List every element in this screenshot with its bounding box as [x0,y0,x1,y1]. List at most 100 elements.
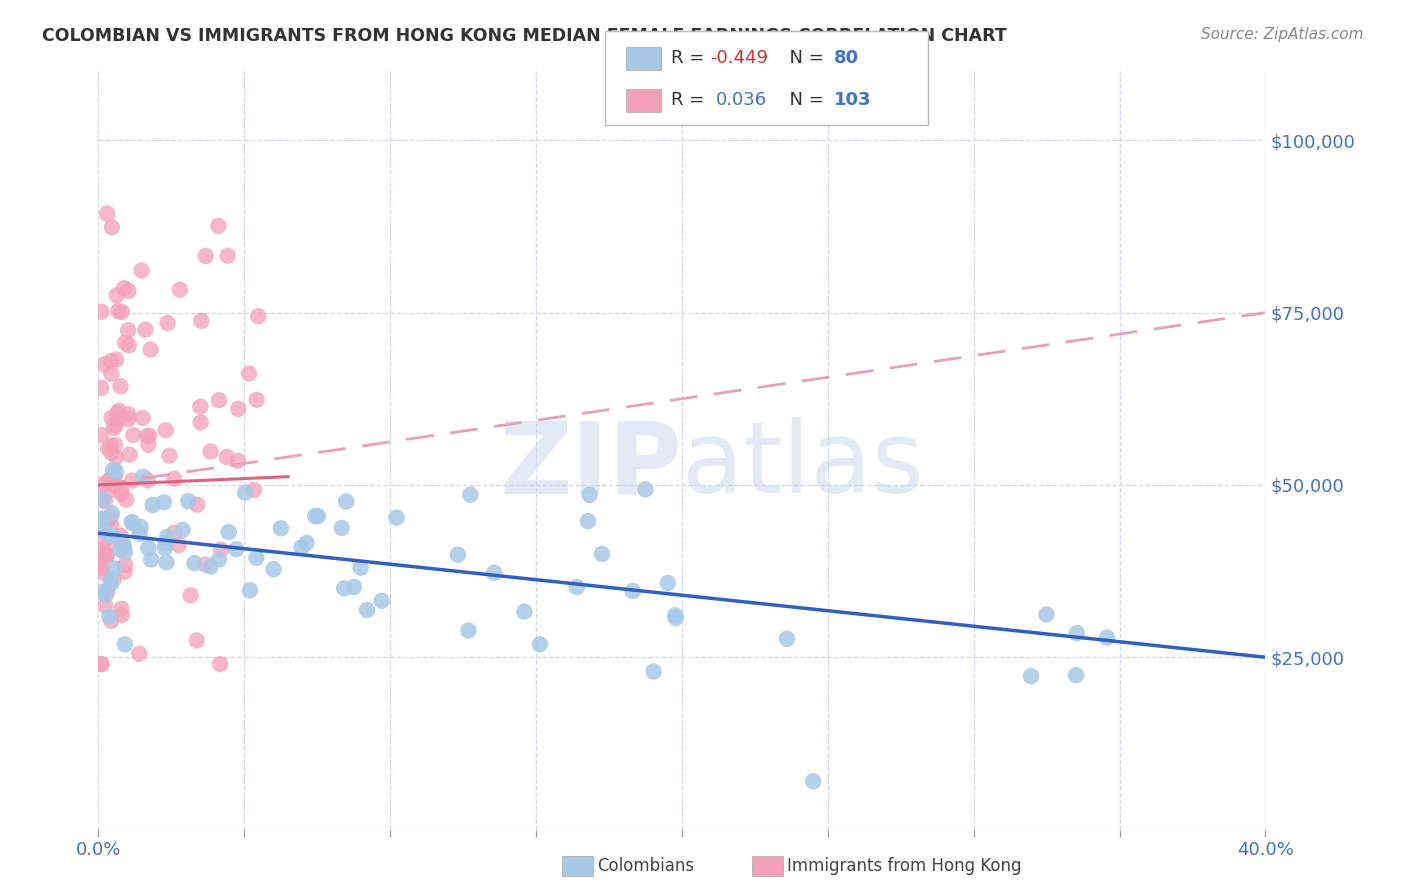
Point [190,416,212,430]
Point [100,573,122,587]
Text: ZIP: ZIP [499,417,682,514]
Point [513,605,536,619]
Point [91,566,114,580]
Point [136,474,159,488]
Point [190,400,212,414]
Point [90,552,112,566]
Point [91,523,114,537]
Point [90,511,112,525]
Point [132,470,155,484]
Point [484,566,506,580]
Point [104,418,127,433]
Point [245,550,267,565]
Point [101,220,124,235]
Point [307,509,329,524]
Point [186,633,208,648]
Point [103,463,125,477]
Point [94,587,117,601]
Point [114,637,136,651]
Point [225,542,247,557]
Point [209,657,232,672]
Point [114,545,136,559]
Point [104,438,127,452]
Text: Colombians: Colombians [598,857,695,875]
Point [128,527,150,541]
Point [447,548,470,562]
Point [138,438,160,452]
Point [108,403,131,417]
Point [97,442,120,456]
Point [103,478,125,492]
Point [578,488,600,502]
Point [93,548,115,562]
Point [90,428,112,442]
Point [90,657,112,672]
Text: R =: R = [671,91,716,109]
Text: Source: ZipAtlas.com: Source: ZipAtlas.com [1201,27,1364,42]
Point [112,538,135,552]
Point [121,474,143,488]
Point [183,556,205,570]
Point [103,421,125,435]
Point [105,450,128,464]
Point [155,423,177,437]
Point [131,410,153,425]
Point [643,665,665,679]
Point [776,632,799,646]
Point [97,513,120,527]
Point [1066,626,1088,640]
Point [103,572,125,586]
Point [156,316,179,330]
Point [1095,631,1118,645]
Point [330,521,353,535]
Text: Immigrants from Hong Kong: Immigrants from Hong Kong [787,857,1022,875]
Point [226,454,249,468]
Point [107,304,129,318]
Point [349,560,371,574]
Point [100,577,122,591]
Point [117,323,139,337]
Point [121,515,143,529]
Point [100,517,122,532]
Point [385,510,408,524]
Point [122,428,145,442]
Text: 80: 80 [834,49,859,67]
Point [90,585,112,599]
Point [100,354,122,368]
Point [208,393,231,408]
Point [94,494,117,508]
Point [356,603,378,617]
Point [93,358,115,372]
Point [460,488,482,502]
Point [96,206,118,220]
Point [96,549,118,563]
Text: R =: R = [671,49,710,67]
Point [129,520,152,534]
Text: 0.036: 0.036 [716,91,766,109]
Point [104,561,127,575]
Point [155,536,177,550]
Point [114,335,136,350]
Text: atlas: atlas [682,417,924,514]
Point [200,444,222,458]
Point [172,523,194,537]
Point [233,485,256,500]
Point [111,608,134,623]
Point [138,429,160,443]
Point [208,552,231,566]
Point [90,657,112,672]
Point [90,560,112,574]
Point [97,527,120,541]
Point [98,509,121,524]
Point [180,588,202,602]
Point [104,470,127,484]
Point [105,352,128,367]
Point [194,249,217,263]
Point [159,449,181,463]
Point [801,774,824,789]
Point [295,536,318,550]
Point [139,552,162,566]
Point [190,314,212,328]
Point [100,439,122,453]
Point [245,392,267,407]
